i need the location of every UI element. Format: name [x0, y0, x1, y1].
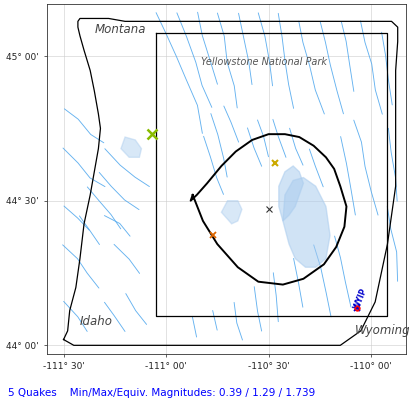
- Text: Wyoming: Wyoming: [354, 324, 409, 337]
- Polygon shape: [282, 178, 329, 267]
- Text: Yellowstone National Park: Yellowstone National Park: [201, 57, 327, 67]
- Text: WYIP: WYIP: [352, 286, 369, 311]
- Polygon shape: [221, 201, 241, 224]
- Text: Montana: Montana: [94, 23, 146, 36]
- Polygon shape: [121, 137, 141, 157]
- Polygon shape: [278, 166, 303, 221]
- Text: 5 Quakes    Min/Max/Equiv. Magnitudes: 0.39 / 1.29 / 1.739: 5 Quakes Min/Max/Equiv. Magnitudes: 0.39…: [8, 388, 315, 398]
- Text: Idaho: Idaho: [80, 315, 112, 328]
